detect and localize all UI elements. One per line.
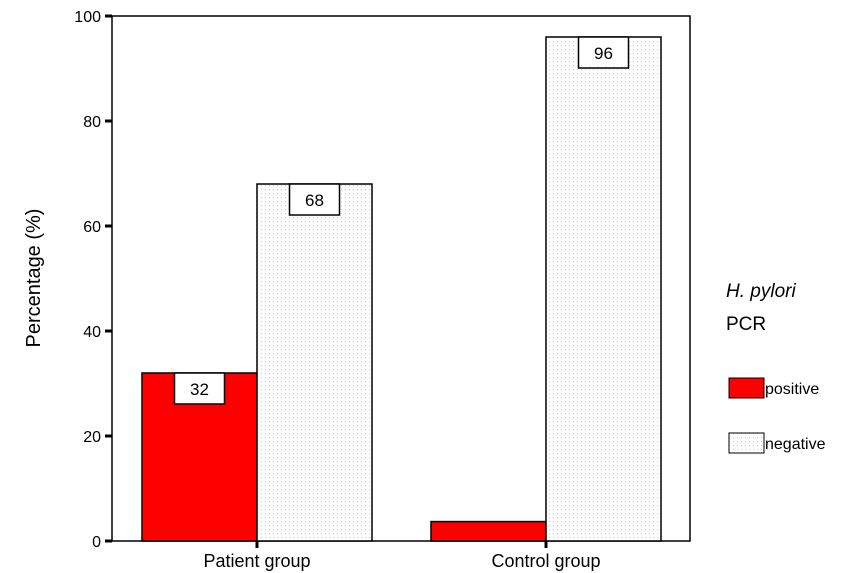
y-axis-label: Percentage (%) <box>23 209 45 348</box>
x-tick-label: Patient group <box>203 551 310 571</box>
data-label-box <box>577 36 630 69</box>
legend-title-plain: PCR <box>726 314 766 335</box>
x-axis: Patient group Control group <box>203 541 601 571</box>
legend: H. pylori PCR positive negative <box>726 281 826 454</box>
plot-area <box>111 15 691 542</box>
bar-negative-0 <box>256 183 373 542</box>
y-tick-label: 0 <box>92 534 101 551</box>
legend-swatch-negative <box>728 432 765 454</box>
y-axis: 0 20 40 60 80 100 <box>74 9 112 551</box>
y-tick-label: 100 <box>74 9 101 26</box>
bar-positive-1 <box>430 520 547 542</box>
y-tick-label: 20 <box>83 429 101 446</box>
y-tick-label: 80 <box>83 114 101 131</box>
y-tick-label: 60 <box>83 219 101 236</box>
data-label: 32 <box>190 380 209 399</box>
data-label-box <box>288 183 341 216</box>
data-label: 96 <box>594 44 613 63</box>
legend-swatch-positive <box>728 377 765 399</box>
data-label: 68 <box>305 191 324 210</box>
legend-label-negative: negative <box>765 436 826 453</box>
data-labels: 32 68 96 <box>173 36 630 405</box>
bars <box>141 36 662 542</box>
x-tick-label: Control group <box>491 551 600 571</box>
legend-label-positive: positive <box>765 381 819 398</box>
bar-negative-1 <box>545 36 662 542</box>
y-tick-label: 40 <box>83 324 101 341</box>
data-label-box <box>173 372 226 405</box>
legend-title-italic: H. pylori <box>726 281 796 302</box>
